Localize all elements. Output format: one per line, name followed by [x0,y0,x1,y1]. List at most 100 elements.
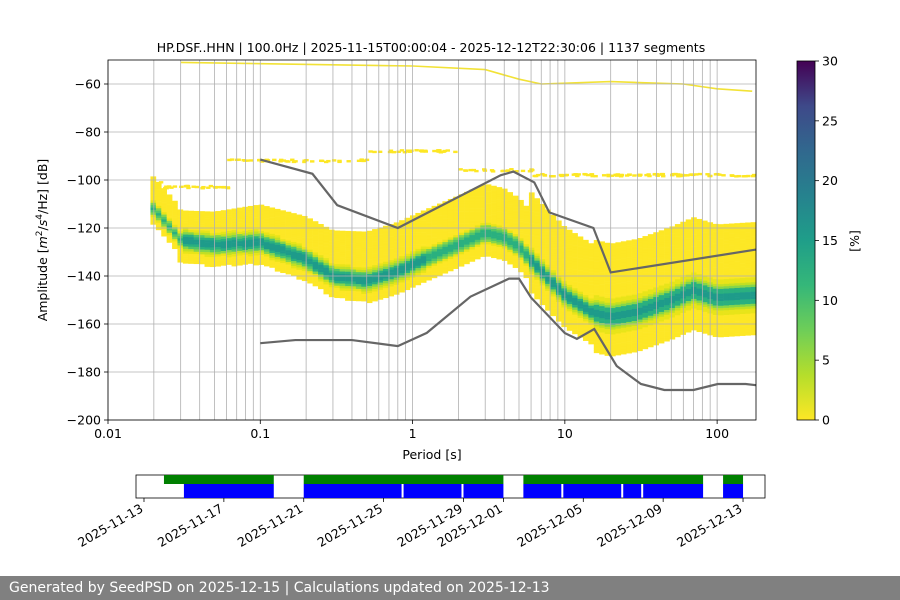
psd-cell [414,149,419,152]
psd-cell [615,338,622,341]
psd-cell [615,299,622,303]
psd-cell [599,320,605,324]
psd-cell [734,283,741,286]
psd-cell [350,271,357,275]
psd-cell [307,242,313,246]
psd-cell [718,272,724,275]
psd-cell [593,273,600,277]
psd-cell [750,318,757,321]
psd-cell [474,203,481,207]
psd-cell [685,305,692,309]
psd-cell [166,232,173,236]
psd-cell [247,225,254,228]
psd-cell [496,254,503,258]
psd-cell [388,238,395,242]
psd-cell [485,205,492,209]
psd-cell [415,280,422,283]
psd-cell [318,264,324,268]
psd-cell [437,210,443,214]
psd-cell [577,236,584,240]
psd-cell [334,264,340,267]
psd-cell [501,203,508,206]
psd-cell [372,277,378,280]
psd-cell [631,251,638,255]
psd-cell [328,268,335,271]
psd-cell [458,249,465,253]
psd-cell [599,330,605,333]
psd-cell [280,253,286,257]
psd-cell [258,252,265,256]
psd-cell [345,259,351,263]
psd-cell [193,210,200,214]
psd-cell [631,270,638,274]
psd-cell [631,304,638,307]
psd-cell [415,275,422,279]
psd-cell [582,280,589,284]
psd-cell [604,341,611,344]
x-axis-label: Period [s] [402,447,461,462]
psd-cell [601,174,607,177]
colorbar-tick-label: 25 [822,113,838,128]
psd-cell [582,311,589,315]
psd-cell [669,255,676,258]
psd-cell [480,247,486,250]
psd-cell [458,251,465,255]
psd-cell [280,239,286,242]
psd-cell [669,228,676,232]
psd-cell [673,172,678,176]
psd-cell [620,282,627,285]
psd-cell [193,230,200,233]
psd-cell [739,290,746,293]
psd-cell [604,269,611,272]
psd-cell [355,262,362,266]
psd-cell [318,260,324,263]
psd-cell [545,288,551,292]
psd-cell [285,233,292,237]
psd-cell [664,305,670,308]
psd-cell [631,328,638,331]
y-tick-label: −80 [75,125,101,140]
psd-cell [274,223,281,226]
psd-cell [431,241,438,245]
psd-cell [161,200,167,203]
psd-cell [399,251,405,255]
psd-cell [312,266,319,270]
psd-cell [642,284,649,287]
psd-cell [626,257,632,260]
psd-cell [691,282,697,285]
psd-cell [361,284,368,288]
psd-cell [523,208,530,211]
psd-cell [637,252,643,256]
psd-cell [507,232,513,236]
psd-cell [188,258,195,262]
psd-cell [496,251,503,255]
psd-cell [480,208,486,212]
psd-cell [464,203,470,207]
psd-cell [172,200,178,204]
psd-cell [593,266,600,270]
psd-cell [307,254,313,258]
psd-cell [491,238,497,242]
psd-cell [507,196,513,200]
psd-cell [334,271,340,275]
psd-cell [615,278,622,281]
psd-cell [226,230,232,234]
psd-cell [604,293,611,296]
psd-cell [664,307,670,311]
psd-cell [507,259,513,263]
psd-cell [723,281,730,285]
psd-cell [701,311,708,315]
psd-cell [701,237,708,241]
psd-cell [328,284,335,288]
psd-cell [647,291,654,295]
psd-cell [577,277,584,280]
psd-cell [696,322,703,325]
psd-cell [377,277,384,281]
psd-cell [712,223,719,227]
psd-cell [550,301,557,305]
psd-cell [263,258,270,262]
psd-cell [739,309,746,312]
psd-cell [442,225,449,228]
psd-cell [572,249,578,253]
psd-cell [301,268,308,272]
